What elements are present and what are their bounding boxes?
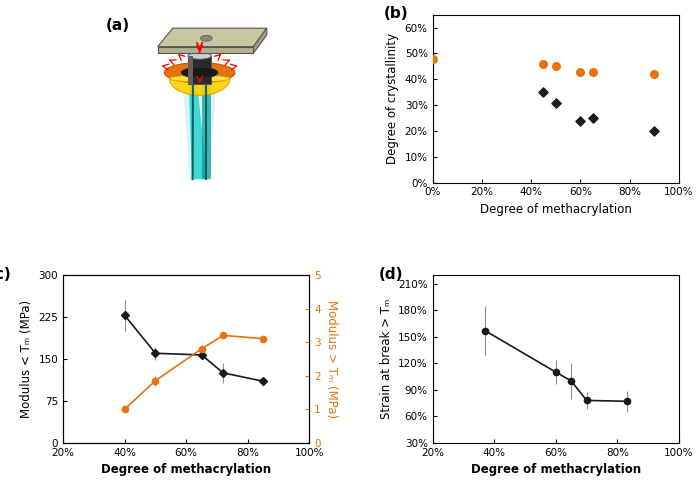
Ellipse shape (188, 53, 211, 59)
Polygon shape (188, 56, 211, 84)
X-axis label: Degree of methacrylation: Degree of methacrylation (470, 463, 641, 476)
Point (587, 114, 598, 122)
Polygon shape (183, 84, 216, 179)
Polygon shape (253, 28, 267, 53)
Y-axis label: Modulus > Tₘ (MPa): Modulus > Tₘ (MPa) (325, 300, 337, 418)
Text: (c): (c) (0, 267, 12, 281)
X-axis label: Degree of methacrylation: Degree of methacrylation (101, 463, 272, 476)
Point (575, 67, 586, 75)
Ellipse shape (200, 35, 212, 41)
Polygon shape (158, 47, 253, 53)
Y-axis label: Degree of crystallinity: Degree of crystallinity (386, 33, 399, 164)
Point (550, 62, 561, 70)
Polygon shape (202, 84, 211, 179)
Point (649, 70, 660, 78)
Ellipse shape (164, 62, 235, 83)
Ellipse shape (169, 75, 230, 82)
X-axis label: Degree of methacrylation: Degree of methacrylation (480, 203, 631, 216)
Text: (a): (a) (106, 18, 130, 33)
Point (649, 127, 660, 135)
Point (575, 117, 586, 124)
Point (538, 60, 549, 68)
Polygon shape (158, 28, 267, 47)
Y-axis label: Modulus < Tₘ (MPa): Modulus < Tₘ (MPa) (20, 300, 33, 418)
Polygon shape (189, 84, 207, 179)
Ellipse shape (181, 67, 218, 78)
Y-axis label: Strain at break > Tₘ: Strain at break > Tₘ (379, 299, 393, 419)
Polygon shape (188, 56, 193, 84)
Polygon shape (169, 79, 230, 95)
Point (587, 67, 598, 75)
Point (538, 88, 549, 96)
Point (427, 55, 438, 62)
Point (550, 98, 561, 106)
Text: (b): (b) (384, 6, 408, 21)
Text: (d): (d) (379, 267, 403, 281)
